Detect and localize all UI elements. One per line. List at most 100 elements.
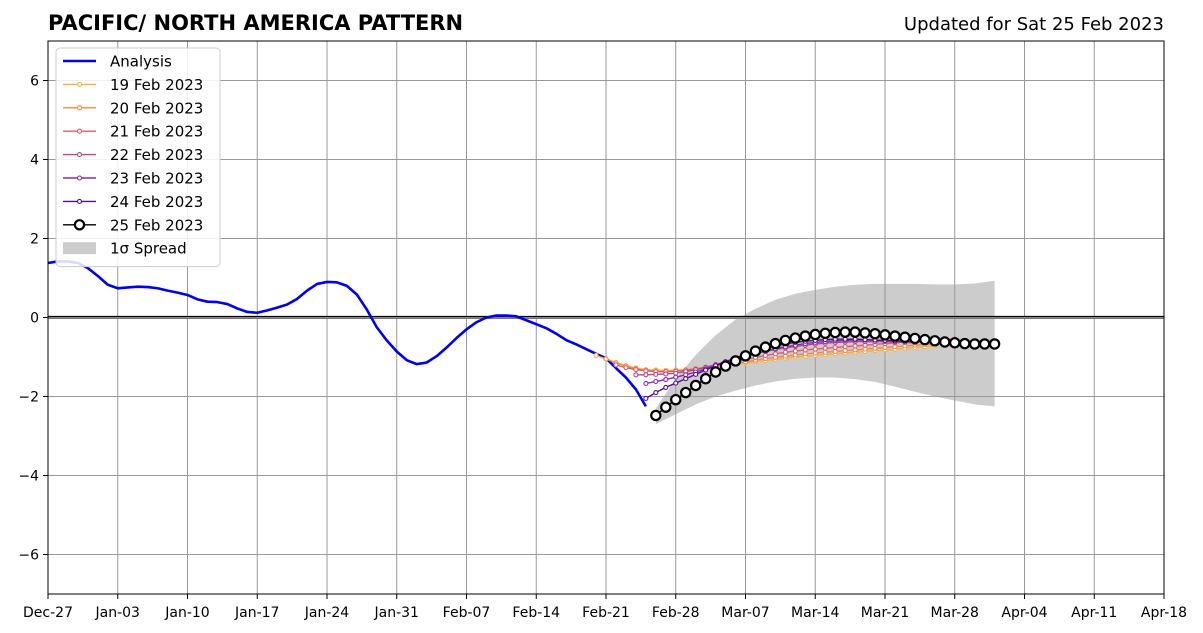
- point-25-feb-2023: [988, 338, 1001, 350]
- point-25-feb-2023: [978, 338, 991, 350]
- point-24-feb-2023: [663, 384, 669, 390]
- point-23-feb-2023: [683, 372, 689, 378]
- point-25-feb-2023: [709, 366, 722, 378]
- point-21-feb-2023: [792, 348, 798, 354]
- x-tick-label: Jan-17: [234, 605, 279, 621]
- point-25-feb-2023: [769, 337, 782, 350]
- x-tick-label: Feb-21: [582, 605, 630, 621]
- legend-label: 23 Feb 2023: [110, 170, 203, 188]
- point-21-feb-2023: [782, 349, 788, 355]
- point-25-feb-2023: [749, 345, 762, 357]
- legend-entry-23-feb-2023: 23 Feb 2023: [63, 170, 203, 188]
- point-25-feb-2023: [939, 336, 951, 348]
- point-22-feb-2023: [643, 372, 649, 378]
- point-25-feb-2023: [959, 337, 971, 350]
- legend-label: 19 Feb 2023: [110, 76, 203, 94]
- point-23-feb-2023: [643, 380, 649, 387]
- point-20-feb-2023: [852, 347, 858, 353]
- legend-label: Analysis: [110, 53, 172, 71]
- x-tick-label: Jan-03: [95, 605, 140, 621]
- x-tick-label: Feb-28: [652, 605, 700, 621]
- x-tick-label: Mar-14: [791, 605, 839, 621]
- point-22-feb-2023: [663, 371, 669, 377]
- legend-marker: [76, 105, 83, 111]
- legend-label: 21 Feb 2023: [110, 123, 203, 141]
- point-25-feb-2023: [819, 327, 831, 339]
- point-25-feb-2023: [779, 334, 792, 347]
- y-tick-label: −4: [18, 469, 39, 485]
- point-24-feb-2023: [852, 336, 858, 342]
- series-analysis: [48, 260, 647, 408]
- y-tick-label: 0: [30, 311, 39, 327]
- y-tick-label: 6: [30, 74, 39, 90]
- point-23-feb-2023: [673, 374, 679, 380]
- legend-label: 1σ Spread: [110, 240, 187, 258]
- x-tick-label: Jan-24: [304, 605, 350, 621]
- point-25-feb-2023: [799, 330, 811, 342]
- point-24-feb-2023: [693, 371, 699, 377]
- point-25-feb-2023: [789, 332, 802, 344]
- point-22-feb-2023: [633, 372, 639, 378]
- point-20-feb-2023: [603, 356, 609, 362]
- point-25-feb-2023: [859, 327, 871, 339]
- point-25-feb-2023: [699, 373, 712, 385]
- y-tick-label: 2: [30, 232, 39, 248]
- legend-entry-19-feb-2023: 19 Feb 2023: [63, 76, 203, 94]
- point-24-feb-2023: [673, 380, 679, 386]
- legend-entry-25-feb-2023: 25 Feb 2023: [63, 216, 203, 234]
- legend-label: 25 Feb 2023: [110, 216, 203, 234]
- point-25-feb-2023: [660, 401, 672, 413]
- point-25-feb-2023: [829, 326, 841, 339]
- point-25-feb-2023: [899, 331, 911, 343]
- point-25-feb-2023: [929, 335, 941, 347]
- series-25-feb-2023: [650, 326, 1001, 422]
- legend: Analysis 19 Feb 2023 20 Feb 2023 21 Feb 202…: [55, 47, 221, 268]
- x-tick-label: Jan-31: [374, 605, 419, 621]
- point-21-feb-2023: [802, 347, 808, 353]
- point-23-feb-2023: [653, 378, 659, 385]
- legend-entry-22-feb-2023: 22 Feb 2023: [63, 146, 203, 164]
- point-22-feb-2023: [653, 371, 659, 377]
- point-21-feb-2023: [852, 343, 858, 349]
- legend-marker: [76, 152, 83, 158]
- x-tick-label: Feb-14: [512, 605, 560, 621]
- point-25-feb-2023: [680, 386, 692, 399]
- data-layer: [48, 260, 1001, 422]
- legend-swatch-spread: [63, 242, 96, 255]
- chart-title: PACIFIC/ NORTH AMERICA PATTERN: [48, 11, 463, 35]
- legend-label: 22 Feb 2023: [110, 146, 203, 164]
- point-24-feb-2023: [653, 389, 659, 396]
- legend-marker: [76, 175, 83, 181]
- point-23-feb-2023: [663, 376, 669, 383]
- point-25-feb-2023: [719, 360, 732, 372]
- point-21-feb-2023: [842, 344, 848, 350]
- point-25-feb-2023: [849, 326, 861, 338]
- x-tick-label: Mar-28: [931, 605, 979, 621]
- point-25-feb-2023: [650, 409, 662, 422]
- point-21-feb-2023: [623, 365, 629, 371]
- y-axis: −6 −4 −2 0 2 4 6: [18, 74, 48, 564]
- x-tick-label: Apr-18: [1141, 605, 1187, 621]
- point-21-feb-2023: [832, 344, 838, 351]
- legend-marker: [76, 81, 83, 87]
- point-21-feb-2023: [762, 352, 768, 358]
- x-tick-label: Apr-04: [1001, 605, 1047, 621]
- legend-entry-1-spread: 1σ Spread: [63, 240, 187, 258]
- point-25-feb-2023: [869, 327, 881, 340]
- x-axis: Dec-27 Jan-03 Jan-10 Jan-17 Jan-24 Jan-31 Feb-…: [23, 594, 1187, 621]
- updated-label: Updated for Sat 25 Feb 2023: [904, 14, 1164, 35]
- point-20-feb-2023: [892, 344, 898, 350]
- point-25-feb-2023: [949, 337, 961, 349]
- point-25-feb-2023: [809, 328, 821, 341]
- point-20-feb-2023: [832, 348, 838, 355]
- point-20-feb-2023: [872, 345, 878, 351]
- point-25-feb-2023: [968, 338, 981, 350]
- point-21-feb-2023: [633, 367, 639, 373]
- legend-entry-analysis: Analysis: [63, 53, 172, 71]
- point-25-feb-2023: [739, 350, 752, 362]
- point-20-feb-2023: [822, 349, 828, 355]
- point-25-feb-2023: [729, 355, 742, 367]
- legend-box: [55, 47, 221, 268]
- point-25-feb-2023: [879, 329, 891, 341]
